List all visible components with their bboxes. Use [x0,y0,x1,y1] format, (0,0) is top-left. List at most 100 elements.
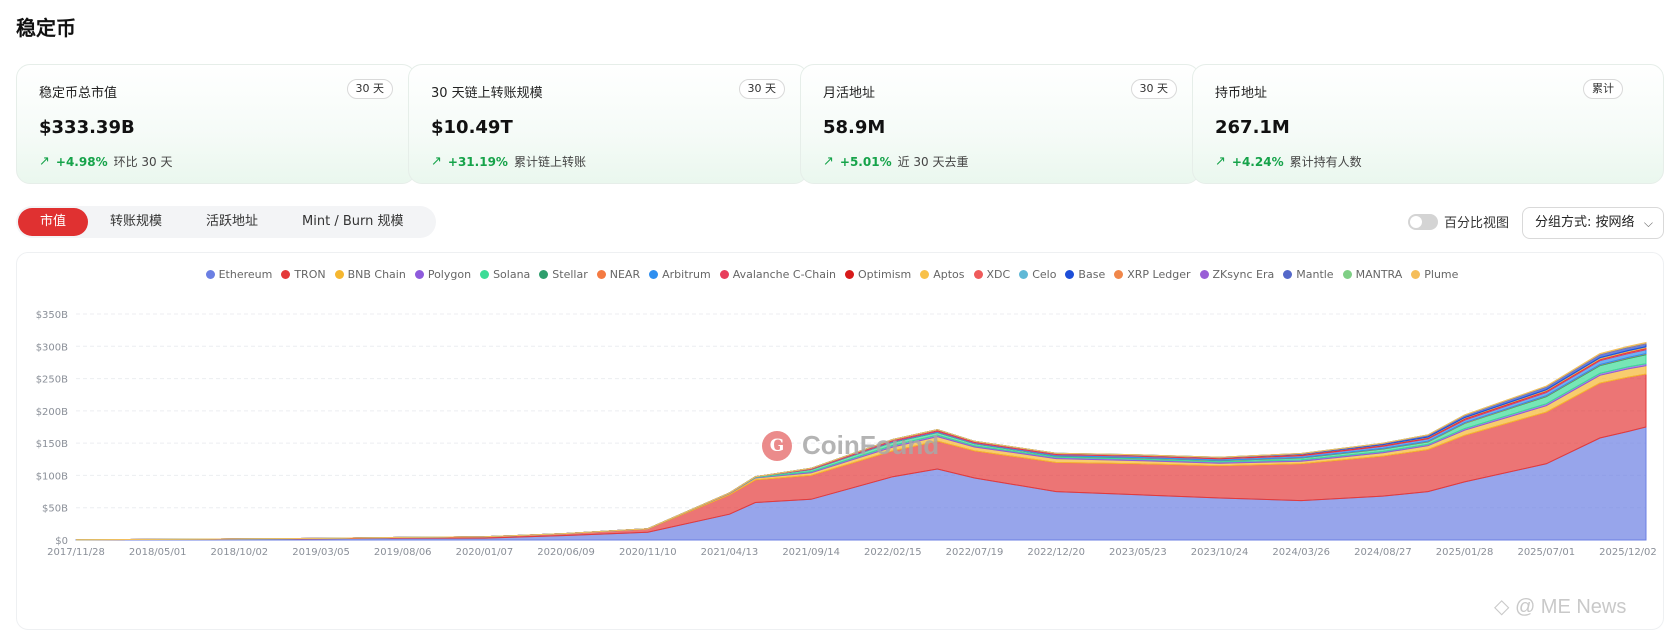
legend-label: Celo [1032,268,1057,281]
legend-dot-icon [1114,270,1124,279]
chart-legend: Ethereum TRON BNB Chain Polygon Solana Stella… [0,268,1664,281]
stacked-area-chart: $0 $50B $100B $150B $200B $250B $300B $350B 2017… [36,310,1657,558]
legend-item[interactable]: Optimism [844,268,912,281]
x-tick-label: 2023/10/24 [1191,547,1249,558]
x-tick-label: 2019/03/05 [292,547,350,558]
legend-item[interactable]: Mantle [1283,268,1334,281]
trend-up-icon: ↗ [823,154,834,169]
card-holder-addresses[interactable]: 持币地址 累计 267.1M ↗ +4.24% 累计持有人数 [1192,64,1664,184]
x-tick-label: 2018/10/02 [211,547,269,558]
x-tick-label: 2024/08/27 [1354,547,1412,558]
x-tick-label: 2025/12/02 [1599,547,1657,558]
legend-dot-icon [1342,270,1352,279]
card-transfer-volume[interactable]: 30 天链上转账规模 30 天 $10.49T ↗ +31.19% 累计链上转账 [408,64,808,184]
legend-item[interactable]: MANTRA [1342,268,1402,281]
legend-item[interactable]: Avalanche C-Chain [719,268,836,281]
legend-item[interactable]: BNB Chain [334,268,406,281]
legend-label: XDC [986,268,1011,281]
group-by-select[interactable]: 分组方式: 按网络 ⌵ [1522,207,1664,239]
legend-item[interactable]: Arbitrum [649,268,711,281]
legend-label: Stellar [552,268,588,281]
legend-item[interactable]: NEAR [596,268,640,281]
legend-item[interactable]: XDC [973,268,1011,281]
legend-dot-icon [539,270,549,279]
trend-up-icon: ↗ [431,154,442,169]
card-monthly-active-addresses[interactable]: 月活地址 30 天 58.9M ↗ +5.01% 近 30 天去重 [800,64,1200,184]
change-note: 近 30 天去重 [897,155,969,169]
metric-tabs: 市值 转账规模 活跃地址 Mint / Burn 规模 [16,206,436,238]
percent-view-toggle[interactable] [1408,213,1438,230]
x-tick-label: 2018/05/01 [129,547,187,558]
tab-mint-burn[interactable]: Mint / Burn 规模 [302,214,404,229]
tab-active-addresses[interactable]: 活跃地址 [206,214,259,229]
legend-label: Optimism [857,268,912,281]
legend-dot-icon [334,270,344,279]
change-percent: +4.98% [55,154,108,169]
legend-item[interactable]: Base [1065,268,1105,281]
legend-item[interactable]: Polygon [414,268,471,281]
tab-transfer-volume[interactable]: 转账规模 [110,214,163,229]
y-tick-label: $250B [36,375,68,386]
legend-label: Mantle [1296,268,1334,281]
legend-item[interactable]: XRP Ledger [1114,268,1191,281]
legend-label: Base [1078,268,1106,281]
chevron-down-icon: ⌵ [1643,216,1653,230]
legend-label: XRP Ledger [1127,268,1191,281]
change-percent: +5.01% [839,154,892,169]
legend-dot-icon [205,270,215,279]
series-area [75,341,1647,541]
legend-item[interactable]: Celo [1019,268,1056,281]
legend-item[interactable]: Aptos [920,268,965,281]
card-value: 58.9M [823,117,886,138]
legend-label: Solana [493,268,531,281]
metric-cards: 稳定币总市值 30 天 $333.39B ↗ +4.98% 环比 30 天 30… [16,64,1664,184]
card-label: 稳定币总市值 [39,86,118,101]
trend-up-icon: ↗ [39,154,50,169]
y-tick-label: $100B [36,471,68,482]
card-value: $333.39B [39,117,135,138]
change-note: 累计链上转账 [513,155,586,169]
watermark-text: CoinFound [802,430,940,460]
change-note: 环比 30 天 [113,155,173,169]
card-label: 持币地址 [1215,86,1268,101]
period-badge: 累计 [1583,79,1623,99]
card-label: 月活地址 [823,86,876,101]
legend-label: Ethereum [218,268,273,281]
x-tick-label: 2025/01/28 [1436,547,1494,558]
page-title: 稳定币 [16,16,76,40]
legend-dot-icon [281,270,291,279]
card-label: 30 天链上转账规模 [431,86,543,101]
y-tick-label: $200B [36,407,68,418]
legend-item[interactable]: TRON [281,268,326,281]
x-tick-label: 2022/02/15 [864,547,922,558]
change-percent: +4.24% [1231,154,1284,169]
period-badge: 30 天 [346,79,393,99]
card-value: 267.1M [1215,117,1290,138]
y-tick-label: $300B [36,342,68,353]
legend-item[interactable]: Ethereum [205,268,273,281]
chart-panel [16,252,1664,630]
legend-item[interactable]: ZKsync Era [1199,268,1274,281]
tab-market-cap[interactable]: 市值 [18,208,89,236]
legend-label: TRON [294,268,326,281]
percent-view-control: 百分比视图 [1408,212,1509,231]
x-tick-label: 2021/09/14 [782,547,840,558]
legend-dot-icon [920,270,930,279]
x-tick-label: 2022/12/20 [1027,547,1085,558]
period-badge: 30 天 [738,79,785,99]
y-tick-label: $350B [36,310,68,321]
legend-item[interactable]: Solana [480,268,530,281]
card-change: ↗ +5.01% 近 30 天去重 [823,153,969,170]
legend-dot-icon [1065,270,1075,279]
trend-up-icon: ↗ [1215,154,1226,169]
legend-label: Aptos [933,268,965,281]
legend-item[interactable]: Stellar [539,268,588,281]
legend-label: Plume [1424,268,1459,281]
legend-item[interactable]: Plume [1411,268,1458,281]
card-total-market-cap[interactable]: 稳定币总市值 30 天 $333.39B ↗ +4.98% 环比 30 天 [16,64,416,184]
legend-dot-icon [1411,270,1421,279]
legend-dot-icon [414,270,424,279]
legend-dot-icon [973,270,983,279]
toggle-knob [1410,215,1422,228]
legend-dot-icon [1283,270,1293,279]
